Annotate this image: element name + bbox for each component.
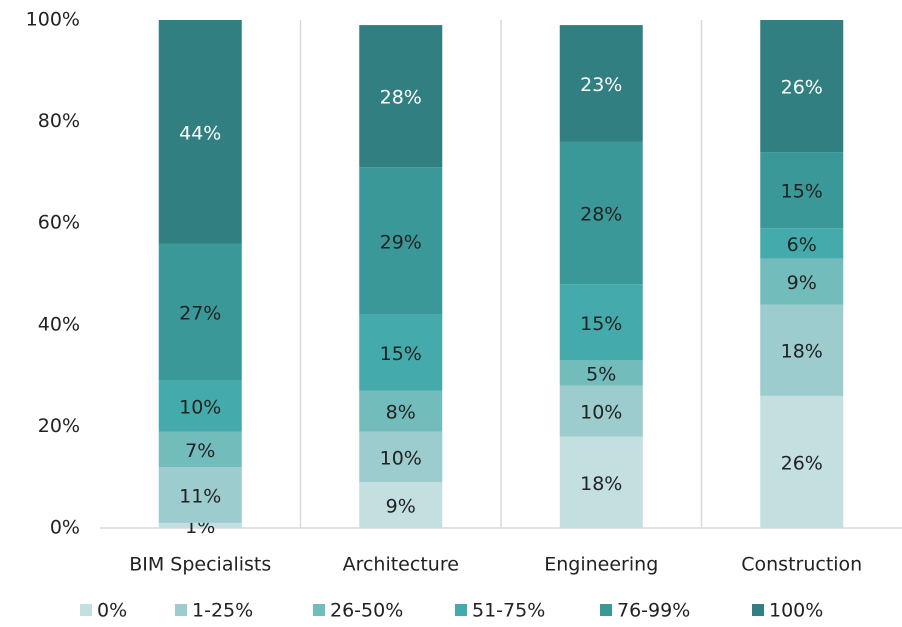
bar-segment: [760, 228, 844, 259]
data-label: 9%: [386, 496, 416, 518]
x-tick-label: BIM Specialists: [129, 554, 271, 576]
legend-swatch: [175, 604, 187, 616]
data-label: 28%: [580, 204, 622, 226]
bar-segment: [359, 314, 443, 391]
data-label: 9%: [787, 272, 817, 294]
y-tick-label: 0%: [50, 517, 80, 539]
legend-swatch: [600, 604, 612, 616]
x-tick-label: Architecture: [343, 554, 459, 576]
bar-segment: [158, 522, 242, 528]
bar-segment: [559, 284, 643, 361]
legend-swatch: [80, 604, 92, 616]
bar-segment: [559, 360, 643, 386]
legend-swatch: [455, 604, 467, 616]
bar-segment: [359, 25, 443, 168]
legend-label: 51-75%: [472, 600, 545, 622]
y-tick-label: 100%: [26, 9, 80, 31]
bar-segment: [359, 431, 443, 483]
data-label: 6%: [787, 234, 817, 256]
bar-segment: [359, 390, 443, 432]
y-tick-label: 20%: [38, 415, 80, 437]
bar-segment: [359, 482, 443, 528]
bar-segment: [359, 167, 443, 315]
bar-segment: [158, 20, 242, 244]
x-tick-label: Engineering: [544, 554, 658, 576]
bar-segment: [158, 431, 242, 468]
bar-segment: [559, 385, 643, 437]
bar-segment: [760, 258, 844, 305]
data-label: 26%: [781, 452, 823, 474]
legend-label: 76-99%: [617, 600, 690, 622]
data-label: 23%: [580, 74, 622, 96]
y-tick-label: 40%: [38, 313, 80, 335]
legend-label: 1-25%: [192, 600, 253, 622]
data-label: 18%: [781, 341, 823, 363]
bar-segment: [760, 304, 844, 396]
data-label: 15%: [580, 313, 622, 335]
data-label: 44%: [179, 122, 221, 144]
bar-segment: [158, 243, 242, 381]
bar-segment: [760, 152, 844, 229]
data-label: 15%: [781, 181, 823, 203]
data-label: 10%: [580, 402, 622, 424]
data-label: 10%: [179, 397, 221, 419]
bar-segment: [559, 25, 643, 142]
data-label: 26%: [781, 77, 823, 99]
bar-segment: [158, 467, 242, 523]
data-label: 28%: [380, 87, 422, 109]
data-label: 8%: [386, 402, 416, 424]
data-label: 15%: [380, 343, 422, 365]
bar-segment: [760, 20, 844, 153]
data-label: 18%: [580, 473, 622, 495]
legend-label: 100%: [769, 600, 823, 622]
data-label: 10%: [380, 447, 422, 469]
data-label: 5%: [586, 364, 616, 386]
bar-segment: [559, 436, 643, 528]
x-tick-label: Construction: [741, 554, 862, 576]
data-label: 29%: [380, 231, 422, 253]
legend-label: 0%: [97, 600, 127, 622]
data-label: 7%: [185, 440, 215, 462]
y-tick-label: 60%: [38, 212, 80, 234]
legend-swatch: [752, 604, 764, 616]
legend-label: 26-50%: [330, 600, 403, 622]
legend-swatch: [313, 604, 325, 616]
y-tick-label: 80%: [38, 110, 80, 132]
bar-segment: [158, 380, 242, 432]
data-label: 11%: [179, 485, 221, 507]
bar-segment: [760, 395, 844, 528]
data-label: 27%: [179, 303, 221, 325]
bar-segment: [559, 141, 643, 285]
